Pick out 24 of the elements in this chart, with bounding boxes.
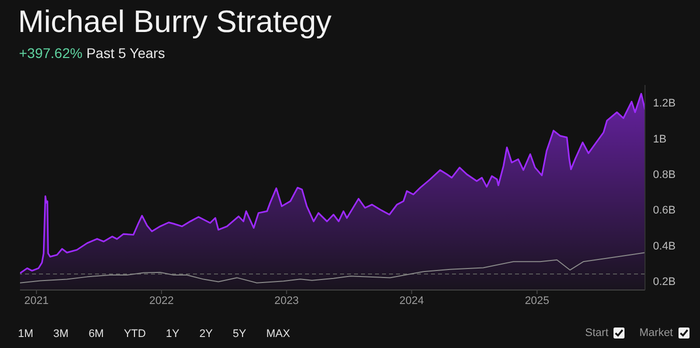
line-series (20, 252, 645, 284)
y-tick-label: 0.8B (653, 169, 676, 182)
text: 1M (18, 328, 34, 340)
y-tick-label: 0.6B (653, 204, 676, 217)
x-tick-label: 2022 (149, 294, 174, 307)
x-tick-label: 2025 (524, 294, 550, 307)
x-tick-label: 2023 (274, 294, 299, 307)
text: 2Y (199, 328, 213, 340)
text: Market (639, 327, 674, 339)
x-tick-label: 2024 (399, 294, 424, 307)
text: 1Y (166, 328, 180, 340)
text: YTD (124, 328, 146, 340)
x-tick-label: 2021 (24, 294, 49, 307)
text: MAX (266, 328, 290, 340)
y-tick-label: 1B (653, 133, 666, 146)
y-tick-label: 0.4B (653, 240, 676, 252)
y-tick-label: 1.2B (653, 98, 676, 110)
text: 5Y (232, 328, 246, 340)
text: 6M (88, 328, 104, 340)
chart-title: Michael Burry Strategy (18, 4, 332, 40)
text: 3M (53, 328, 69, 340)
text: Start (585, 327, 610, 339)
chart-subtitle: +397.62% Past 5 Years (19, 45, 165, 61)
y-tick-label: 0.2B (653, 276, 676, 288)
